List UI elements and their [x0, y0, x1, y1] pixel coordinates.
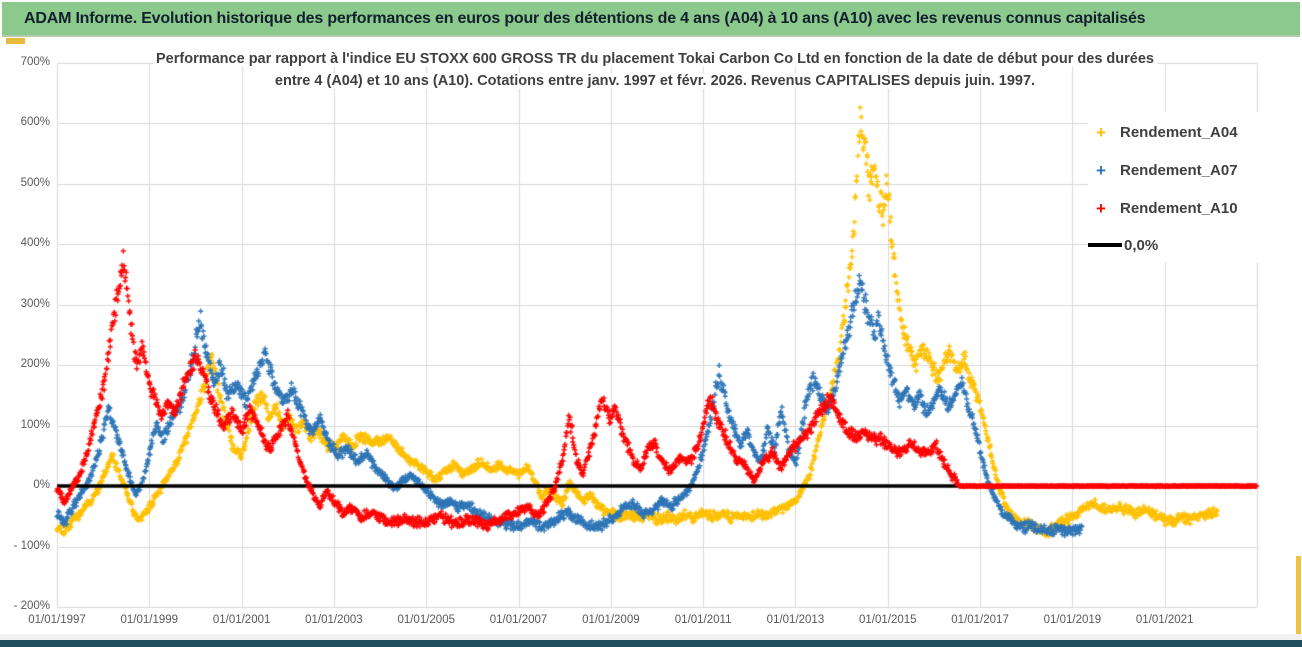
- x-axis-tick-label: 01/01/2001: [212, 614, 271, 626]
- plus-marker-icon: +: [1096, 160, 1106, 180]
- x-axis-tick-label: 01/01/2005: [397, 614, 455, 626]
- chart-title-line-2: entre 4 (A04) et 10 ans (A10). Cotations…: [110, 71, 1200, 92]
- x-axis-tick-label: 01/01/2021: [1135, 614, 1194, 626]
- y-axis-tick-label: 400%: [20, 237, 50, 250]
- x-axis-tick-label: 01/01/2003: [305, 614, 363, 626]
- y-axis-tick-label: 200%: [20, 358, 50, 371]
- y-axis-tick-label: 0%: [33, 479, 50, 492]
- x-axis-tick-label: 01/01/2007: [489, 614, 548, 626]
- y-axis-tick-label: 500%: [20, 176, 50, 189]
- legend-item-rendement-a10[interactable]: + Rendement_A10: [1088, 196, 1260, 220]
- legend-item-rendement-a04[interactable]: + Rendement_A04: [1088, 120, 1260, 144]
- zero-line-swatch: [1088, 243, 1122, 247]
- x-axis-tick-label: 01/01/1999: [120, 614, 179, 626]
- legend-label: Rendement_A10: [1120, 199, 1238, 217]
- x-axis-tick-label: 01/01/2009: [582, 614, 640, 626]
- legend-label: Rendement_A04: [1120, 123, 1238, 141]
- legend-label: Rendement_A07: [1120, 161, 1238, 179]
- plus-marker-icon: +: [1096, 122, 1106, 142]
- x-axis-tick-label: 01/01/2013: [766, 614, 825, 626]
- x-axis-tick-label: 01/01/2015: [858, 614, 917, 626]
- y-axis-tick-label: 300%: [20, 297, 50, 310]
- y-axis-tick-label: 100%: [20, 418, 50, 431]
- legend-label: 0,0%: [1124, 236, 1159, 254]
- y-axis-tick-label: - 100%: [13, 539, 50, 552]
- y-axis-tick-label: 700%: [20, 56, 50, 68]
- x-axis-tick-label: 01/01/2017: [951, 614, 1009, 626]
- x-axis-tick-label: 01/01/1997: [28, 614, 86, 626]
- legend-item-rendement-a07[interactable]: + Rendement_A07: [1088, 158, 1260, 182]
- x-axis-tick-label: 01/01/2019: [1043, 614, 1102, 626]
- legend-item-zero-line[interactable]: 0,0%: [1088, 233, 1260, 257]
- y-axis-tick-label: 600%: [20, 116, 50, 129]
- chart-title-line-1: Performance par rapport à l'indice EU ST…: [110, 49, 1200, 70]
- plus-marker-icon: +: [1096, 198, 1106, 218]
- chart-legend[interactable]: + Rendement_A04 + Rendement_A07 + Rendem…: [1088, 112, 1260, 262]
- x-axis-tick-label: 01/01/2011: [674, 614, 732, 626]
- y-axis-tick-label: - 200%: [13, 600, 50, 612]
